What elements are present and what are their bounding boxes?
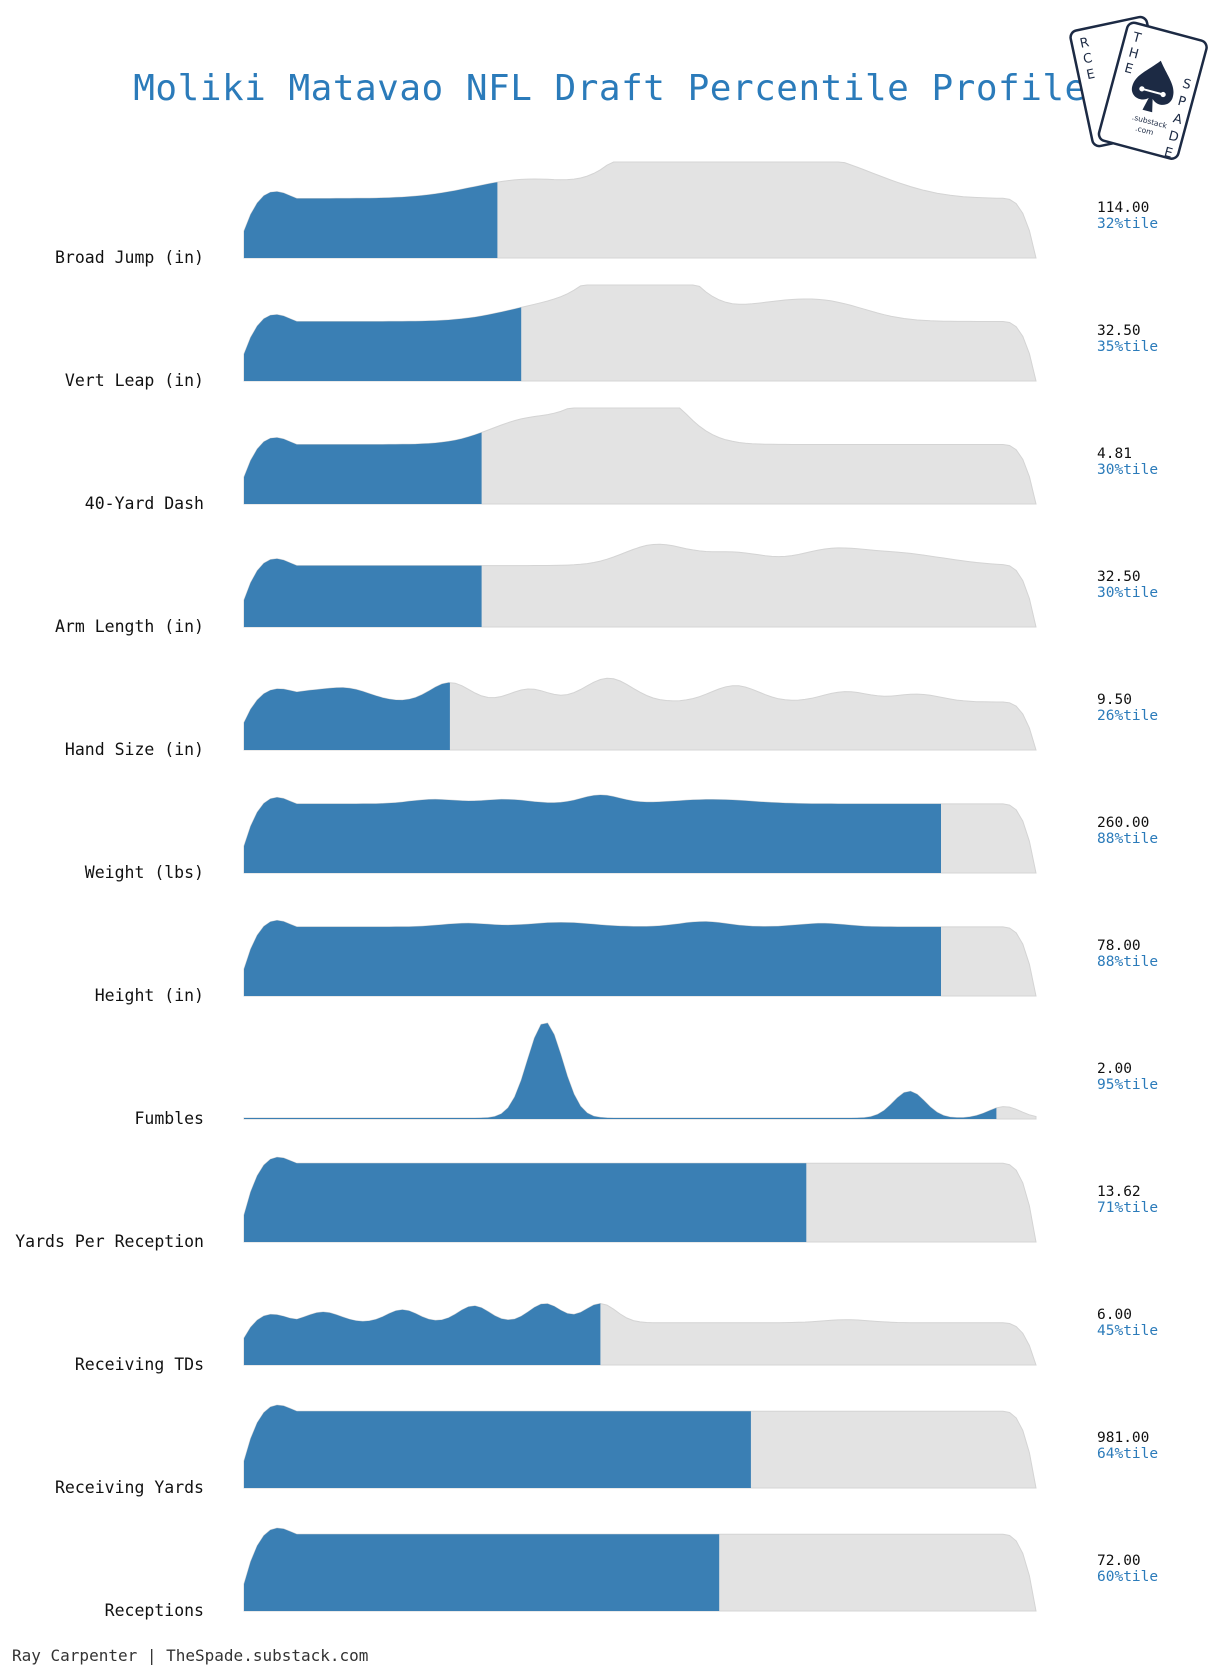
logo-letter-s: S <box>1181 76 1193 93</box>
percentile-label: 45%tile <box>1097 1323 1158 1339</box>
logo-letter-d: D <box>1167 129 1181 146</box>
chart-title: Moliki Matavao NFL Draft Percentile Prof… <box>133 68 1087 109</box>
the-spade-logo: R C E T H E S P A D E .substack .com <box>1069 15 1208 162</box>
metric-value: 4.81 <box>1097 446 1132 462</box>
metric-value: 13.62 <box>1097 1184 1141 1200</box>
metric-label: Arm Length (in) <box>55 617 204 636</box>
metric-label: Receiving Yards <box>55 1478 204 1497</box>
metric-label: Weight (lbs) <box>85 863 204 882</box>
percentile-label: 88%tile <box>1097 831 1158 847</box>
metric-value: 78.00 <box>1097 938 1141 954</box>
metric-label: Hand Size (in) <box>65 740 204 759</box>
percentile-area <box>244 1157 807 1242</box>
metric-value: 9.50 <box>1097 692 1132 708</box>
metric-label: Height (in) <box>95 986 204 1005</box>
metric-value: 32.50 <box>1097 569 1141 585</box>
logo-letter-t: T <box>1130 30 1143 47</box>
metric-label: Yards Per Reception <box>15 1232 204 1251</box>
logo-front-card: T H E S P A D E .substack .com <box>1097 21 1208 162</box>
metric-value: 260.00 <box>1097 815 1149 831</box>
percentile-label: 26%tile <box>1097 708 1158 724</box>
percentile-label: 71%tile <box>1097 1200 1158 1216</box>
footer-credit: Ray Carpenter | TheSpade.substack.com <box>12 1646 369 1665</box>
percentile-area <box>244 307 522 381</box>
percentile-label: 30%tile <box>1097 585 1158 601</box>
percentile-area <box>244 682 450 750</box>
percentile-area <box>244 1303 601 1365</box>
metric-value: 72.00 <box>1097 1553 1141 1569</box>
logo-letter-h: H <box>1127 45 1140 62</box>
logo-letter-e: E <box>1085 67 1096 83</box>
percentile-area <box>244 558 482 627</box>
percentile-label: 30%tile <box>1097 462 1158 478</box>
logo-letter-e3: E <box>1162 145 1174 162</box>
metric-value: 32.50 <box>1097 323 1141 339</box>
metric-label: Fumbles <box>134 1109 204 1128</box>
logo-letter-r: R <box>1079 35 1091 52</box>
percentile-label: 32%tile <box>1097 216 1158 232</box>
percentile-area <box>244 920 941 996</box>
metric-label: Broad Jump (in) <box>55 248 204 267</box>
percentile-label: 60%tile <box>1097 1569 1158 1585</box>
metric-label: Receptions <box>105 1601 204 1620</box>
metric-value: 6.00 <box>1097 1307 1132 1323</box>
metric-value: 981.00 <box>1097 1430 1149 1446</box>
percentile-label: 88%tile <box>1097 954 1158 970</box>
metric-value: 114.00 <box>1097 200 1149 216</box>
metric-label: 40-Yard Dash <box>85 494 204 513</box>
metric-label: Receiving TDs <box>75 1355 204 1374</box>
logo-letter-p: P <box>1176 94 1188 111</box>
spade-icon <box>1131 60 1174 113</box>
logo-letter-e2: E <box>1123 61 1135 78</box>
logo-letter-c: C <box>1082 51 1094 68</box>
metric-value: 2.00 <box>1097 1061 1132 1077</box>
percentile-area <box>244 182 498 258</box>
percentile-area <box>244 1528 720 1611</box>
logo-letter-a: A <box>1171 111 1184 128</box>
percentile-area <box>244 1405 751 1488</box>
percentile-area <box>244 432 482 504</box>
percentile-area <box>244 1023 997 1119</box>
percentile-area <box>244 795 941 873</box>
percentile-label: 35%tile <box>1097 339 1158 355</box>
metric-label: Vert Leap (in) <box>65 371 204 390</box>
percentile-label: 95%tile <box>1097 1077 1158 1093</box>
percentile-label: 64%tile <box>1097 1446 1158 1462</box>
